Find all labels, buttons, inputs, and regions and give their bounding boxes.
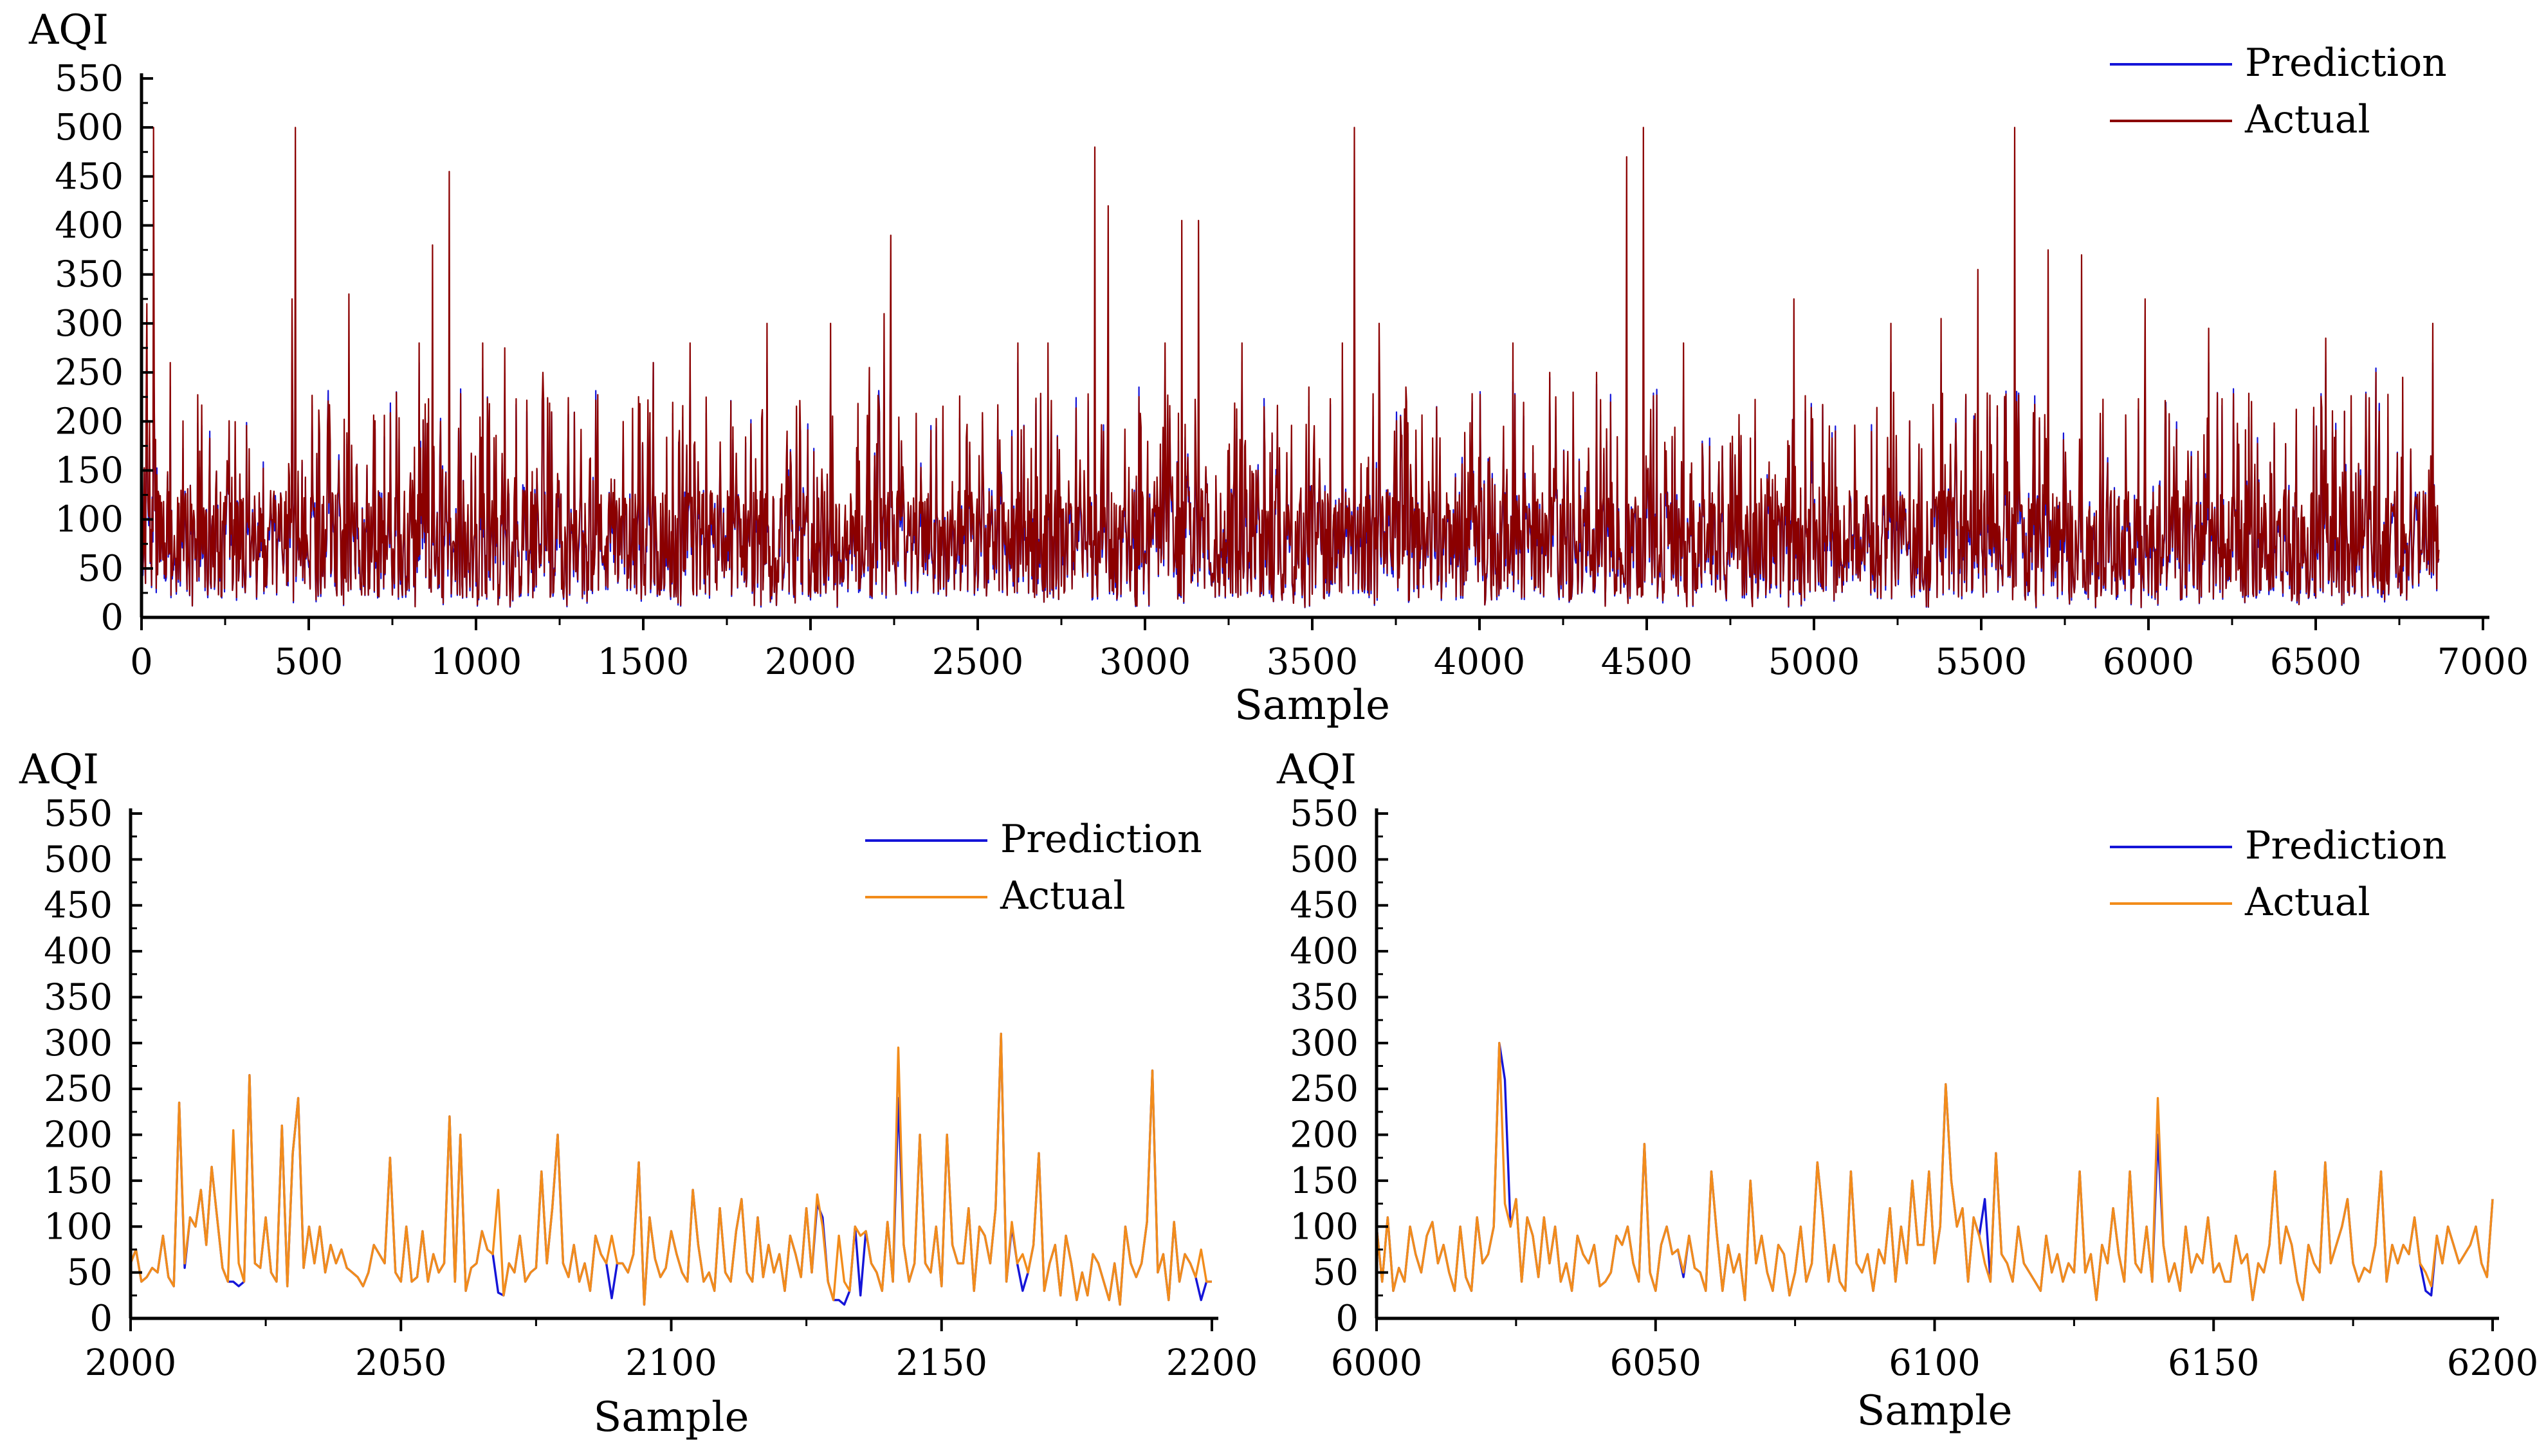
legend-prediction-label: Prediction: [1000, 817, 1202, 862]
x-tick-label: 2000: [85, 1342, 177, 1384]
y-tick-label: 0: [100, 597, 124, 639]
x-tick-label: 6000: [1331, 1342, 1423, 1384]
y-tick-label: 450: [55, 156, 124, 197]
y-tick-label: 100: [44, 1206, 113, 1248]
actual-series-line: [129, 1032, 1212, 1306]
x-axis-title: Sample: [1857, 1387, 2013, 1435]
y-tick-label: 550: [44, 793, 113, 835]
y-tick-label: 200: [55, 401, 124, 442]
x-axis-title: Sample: [594, 1394, 749, 1441]
legend: Prediction Actual: [2110, 41, 2447, 142]
x-tick-label: 4500: [1601, 641, 1693, 683]
x-tick-label: 6200: [2447, 1342, 2539, 1384]
y-tick-label: 150: [44, 1160, 113, 1202]
y-tick-label: 150: [1290, 1160, 1359, 1202]
x-tick-label: 0: [130, 641, 153, 683]
x-tick-label: 3500: [1267, 641, 1359, 683]
y-tick-label: 0: [89, 1298, 113, 1340]
y-tick-label: 400: [55, 205, 124, 247]
x-tick-label: 6150: [2168, 1342, 2260, 1384]
legend-actual-label: Actual: [2244, 97, 2370, 142]
legend-actual-label: Actual: [1000, 873, 1126, 918]
actual-series-line: [1375, 1042, 2494, 1302]
x-tick-label: 2150: [895, 1342, 987, 1384]
x-tick-label: 2200: [1166, 1342, 1258, 1384]
y-tick-label: 500: [44, 839, 113, 880]
x-tick-label: 1500: [598, 641, 690, 683]
y-tick-label: 350: [1290, 976, 1359, 1018]
y-tick-label: 450: [1290, 885, 1359, 927]
y-tick-label: 500: [55, 107, 124, 149]
y-tick-label: 500: [1290, 839, 1359, 880]
x-tick-label: 7000: [2437, 641, 2529, 683]
y-tick-label: 350: [44, 976, 113, 1018]
x-tick-label: 500: [275, 641, 343, 683]
x-tick-label: 1000: [430, 641, 522, 683]
y-tick-label: 150: [55, 450, 124, 491]
x-tick-label: 2050: [355, 1342, 447, 1384]
y-tick-label: 200: [44, 1115, 113, 1156]
y-tick-label: 0: [1335, 1298, 1359, 1340]
legend: Prediction Actual: [865, 817, 1202, 918]
x-axis-title: Sample: [1234, 682, 1390, 729]
y-tick-label: 400: [44, 931, 113, 972]
y-tick-label: 300: [44, 1023, 113, 1064]
x-tick-label: 2100: [625, 1342, 717, 1384]
y-tick-label: 250: [44, 1068, 113, 1110]
x-tick-label: 4000: [1434, 641, 1526, 683]
legend-prediction-label: Prediction: [2245, 41, 2447, 86]
legend-prediction-label: Prediction: [2245, 823, 2447, 868]
legend-actual-label: Actual: [2244, 880, 2370, 925]
legend: Prediction Actual: [2110, 823, 2447, 925]
x-tick-label: 5500: [1936, 641, 2028, 683]
y-tick-label: 300: [1290, 1023, 1359, 1064]
x-tick-label: 2000: [765, 641, 857, 683]
x-tick-label: 5000: [1768, 641, 1860, 683]
y-tick-label: 100: [1290, 1206, 1359, 1248]
y-axis-title: AQI: [19, 746, 99, 794]
y-tick-label: 200: [1290, 1115, 1359, 1156]
y-tick-label: 50: [67, 1252, 113, 1294]
y-axis-title: AQI: [28, 6, 109, 54]
actual-series-line: [140, 127, 2440, 608]
y-tick-label: 350: [55, 254, 124, 296]
x-tick-label: 6500: [2270, 641, 2362, 683]
y-tick-label: 250: [55, 352, 124, 394]
y-tick-label: 300: [55, 303, 124, 345]
x-tick-label: 3000: [1099, 641, 1191, 683]
x-tick-label: 6050: [1609, 1342, 1701, 1384]
x-tick-label: 2500: [932, 641, 1024, 683]
y-tick-label: 100: [55, 499, 124, 541]
y-tick-label: 50: [1313, 1252, 1359, 1294]
x-tick-label: 6000: [2103, 641, 2195, 683]
y-axis-title: AQI: [1276, 746, 1357, 794]
y-tick-label: 450: [44, 885, 113, 927]
y-tick-label: 400: [1290, 931, 1359, 972]
y-tick-label: 50: [78, 548, 124, 590]
y-tick-label: 550: [55, 58, 124, 100]
y-tick-label: 250: [1290, 1068, 1359, 1110]
y-tick-label: 550: [1290, 793, 1359, 835]
x-tick-label: 6100: [1889, 1342, 1981, 1384]
